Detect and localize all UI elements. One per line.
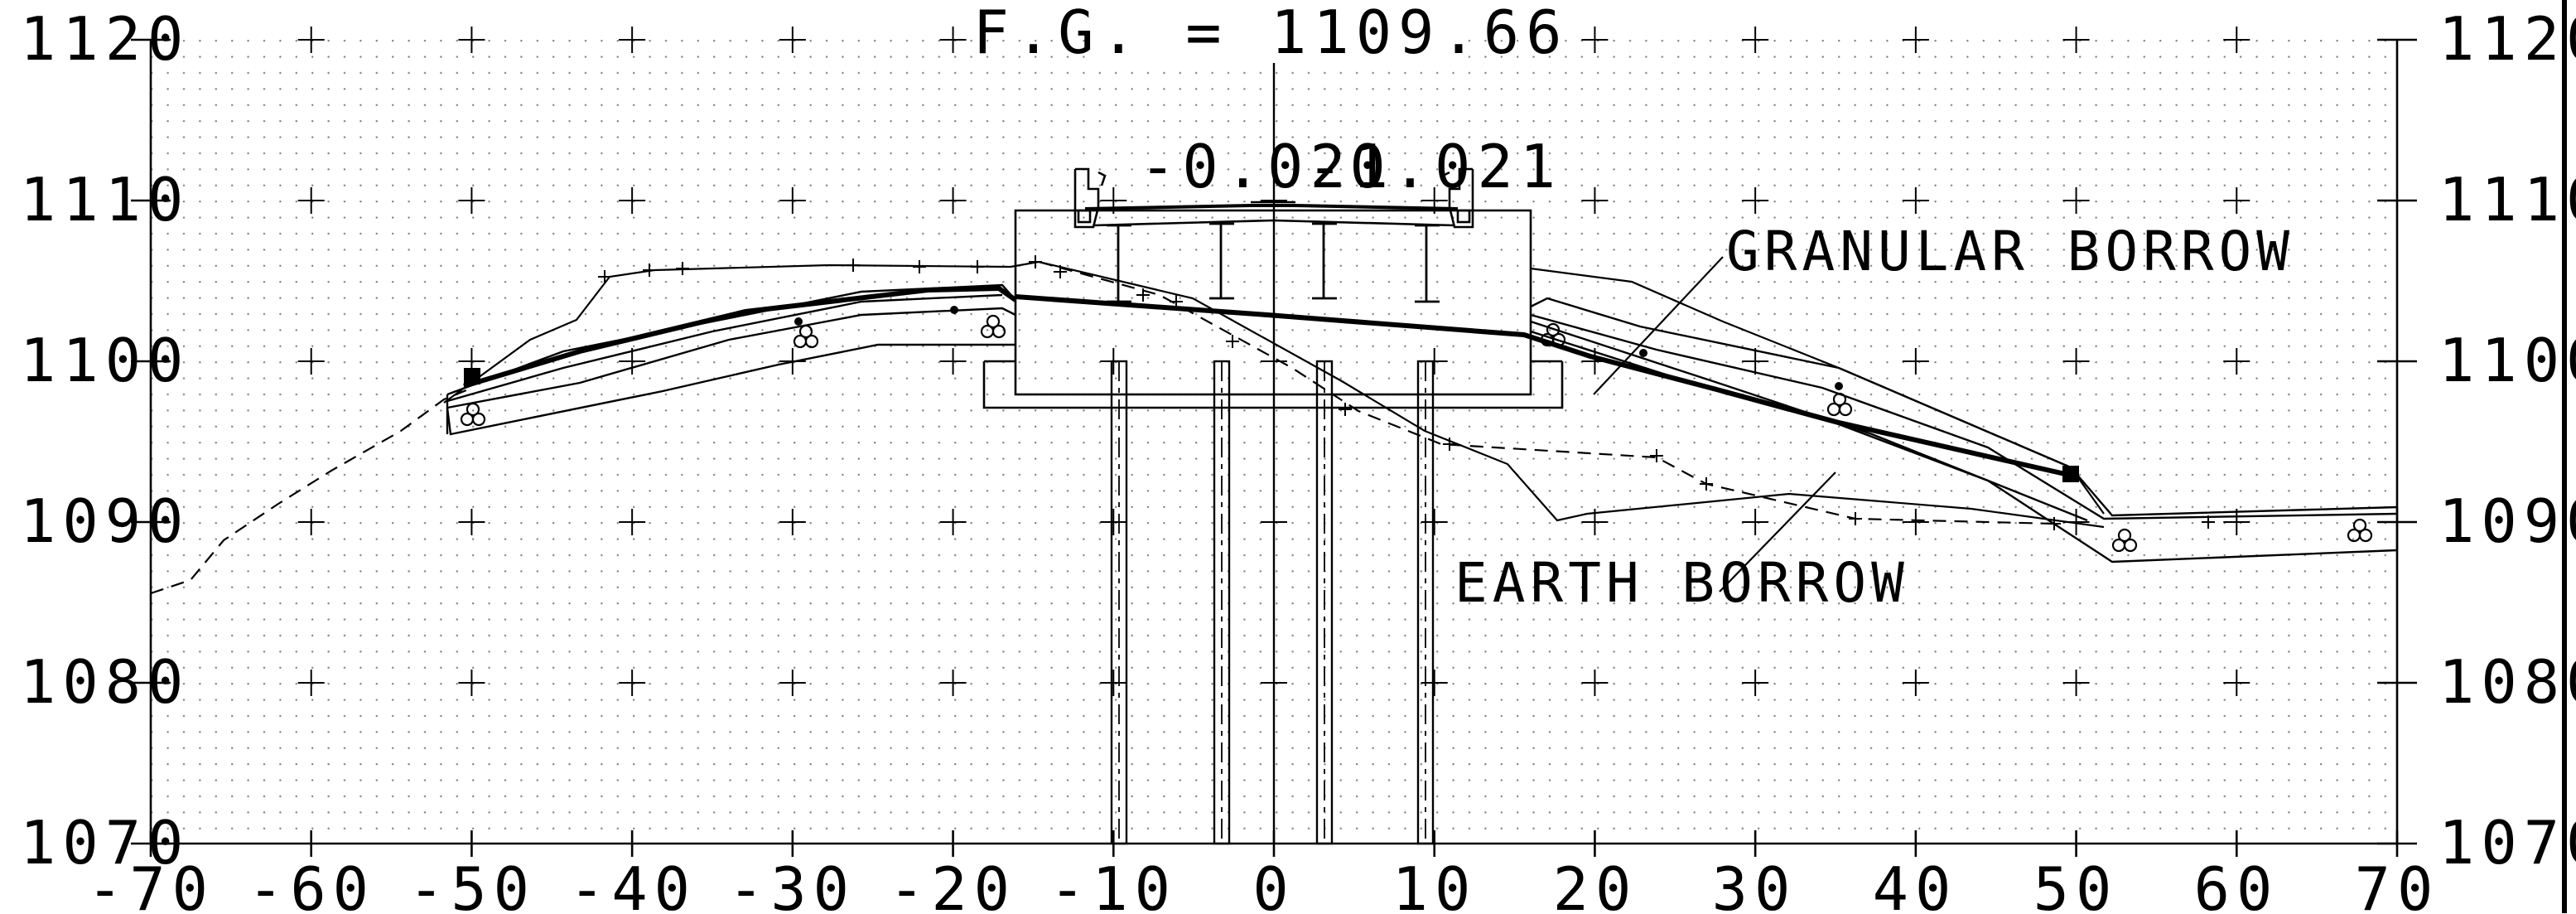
x-tick-label: -40 [569, 854, 697, 914]
grade-point [950, 306, 958, 314]
x-tick-label: 50 [2033, 854, 2119, 914]
x-tick-label: -20 [889, 854, 1016, 914]
aggregate-symbol [980, 314, 1006, 339]
x-tick-label: -10 [1049, 854, 1177, 914]
bridge-structure [982, 201, 1564, 409]
x-tick-label: 40 [1873, 854, 1958, 914]
x-tick-label: -50 [408, 854, 536, 914]
aggregate-symbol [460, 402, 486, 427]
aggregate-symbol [1826, 392, 1853, 417]
ground-cross-markers [598, 255, 2215, 530]
right-barrier [1448, 167, 1474, 229]
earth-borrow-label: EARTH BORROW [1454, 551, 1909, 615]
left-barrier [1073, 167, 1100, 229]
dashed-ground-line-center [1038, 260, 2055, 525]
y-tick-label-left: 1100 [20, 326, 190, 395]
left-barrier-face [1097, 171, 1107, 186]
barriers [1073, 167, 1474, 229]
slope-label-left: -0.021 [1140, 132, 1395, 201]
title-backdrop [1093, 17, 1458, 63]
girders [1107, 222, 1440, 303]
granular-borrow-label: GRANULAR BORROW [1726, 220, 2294, 283]
x-axis-labels: -70 -60 -50 -40 -30 -20 -10 0 10 20 30 4… [87, 854, 2440, 914]
y-tick-label-right: 1090 [2439, 486, 2576, 556]
y-tick-label-right: 1120 [2439, 4, 2576, 74]
left-thin-line [446, 293, 1003, 403]
x-tick-label: 10 [1392, 854, 1478, 914]
aggregate-symbol [2111, 528, 2138, 553]
y-axis-left-labels: 1120 1110 1100 1090 1080 1070 [20, 4, 190, 878]
y-tick-label-right: 1080 [2439, 647, 2576, 717]
aggregate-symbol [1540, 322, 1566, 347]
left-middle-layer [446, 307, 1016, 409]
dashed-ground [150, 260, 2055, 595]
deck-top [1084, 204, 1459, 210]
x-tick-label: -60 [248, 854, 375, 914]
approach-fill-left [446, 283, 1017, 436]
abutment-block [1014, 209, 1532, 396]
station-markers [464, 306, 2079, 482]
granular-borrow-leader [1593, 256, 1724, 395]
footing-outline [982, 361, 1564, 409]
y-tick-label-right: 1070 [2439, 808, 2576, 878]
deck-bottom [1093, 219, 1455, 227]
aggregate-symbols [460, 314, 2373, 553]
right-barrier-face [1441, 171, 1450, 186]
piles [1110, 360, 1435, 845]
right-barrier-rail [1456, 209, 1471, 224]
x-tick-label: 60 [2194, 854, 2279, 914]
x-tick-label: 70 [2355, 854, 2440, 914]
grade-point [1639, 349, 1647, 357]
x-tick-label: 0 [1252, 854, 1295, 914]
y-tick-label-left: 1120 [20, 4, 190, 74]
y-tick-label-left: 1080 [20, 647, 190, 717]
x-tick-label: -30 [728, 854, 856, 914]
right-catch-point-marker [2062, 466, 2079, 482]
left-finished-grade [463, 285, 1017, 389]
y-tick-label-right: 1100 [2439, 326, 2576, 395]
ground-marker [598, 255, 2215, 530]
grade-point [1835, 382, 1843, 390]
aggregate-symbol [2347, 518, 2373, 543]
slope-label-right: -0.021 [1307, 132, 1562, 201]
x-tick-label: -70 [87, 854, 215, 914]
y-axis-right-labels: 1120 1110 1100 1090 1080 1070 [2439, 4, 2576, 878]
y-tick-label-right: 1110 [2439, 165, 2576, 235]
x-tick-label: 20 [1553, 854, 1638, 914]
dashed-ground-line [150, 386, 473, 595]
grade-point [794, 317, 803, 326]
left-barrier-rail [1077, 209, 1092, 224]
y-tick-label-left: 1090 [20, 486, 190, 556]
axis-tick-marks [131, 38, 2417, 857]
y-tick-label-left: 1110 [20, 165, 190, 235]
y-tick-label-left: 1070 [20, 808, 190, 878]
ground-left [443, 260, 2105, 529]
x-tick-label: 30 [1712, 854, 1797, 914]
finished-grade-title: F.G. = 1109.66 [973, 0, 1569, 67]
left-catch-point-marker [464, 368, 480, 384]
left-embankment [446, 343, 1015, 436]
right-middle-layer [1530, 313, 2398, 520]
aggregate-symbol [793, 324, 819, 349]
right-thin-line [1530, 320, 2088, 522]
earth-borrow-leader [1719, 472, 1836, 592]
